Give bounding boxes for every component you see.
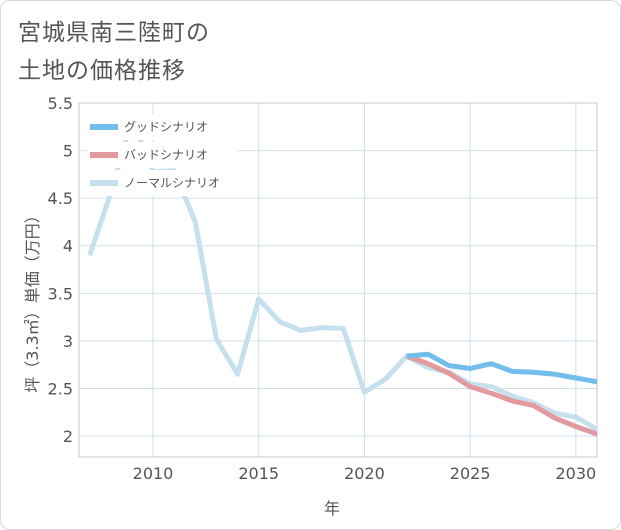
x-tick-label: 2020 [344, 464, 385, 483]
x-tick-label: 2010 [133, 464, 174, 483]
x-tick-label: 2025 [450, 464, 491, 483]
y-tick-label: 4 [63, 237, 73, 256]
x-axis-title: 年 [324, 499, 340, 518]
chart-title: 宮城県南三陸町の 土地の価格推移 [18, 14, 210, 90]
x-tick-label: 2015 [238, 464, 279, 483]
legend-label: バッドシナリオ [124, 148, 208, 162]
legend-label: グッドシナリオ [124, 120, 208, 134]
y-tick-label: 3 [63, 332, 73, 351]
y-tick-label: 4.5 [48, 189, 73, 208]
y-axis-title: 坪（3.3㎡）単価（万円） [23, 207, 42, 392]
x-tick-label: 2030 [555, 464, 596, 483]
y-tick-label: 2.5 [48, 379, 73, 398]
series-line [405, 353, 597, 437]
chart-title-line-1: 宮城県南三陸町の [18, 20, 210, 46]
y-tick-label: 5 [63, 142, 73, 161]
series-line [406, 351, 597, 385]
chart-title-line-2: 土地の価格推移 [18, 58, 186, 84]
legend-label: ノーマルシナリオ [124, 176, 220, 190]
y-tick-label: 5.5 [48, 94, 73, 113]
y-tick-label: 3.5 [48, 284, 73, 303]
plot-frame [78, 102, 598, 458]
y-tick-label: 2 [63, 427, 73, 446]
tick-labels: 2010 2015 2020 2025 2030 2 2.5 3 3.5 4 4.5 5 5.5 [48, 94, 597, 483]
